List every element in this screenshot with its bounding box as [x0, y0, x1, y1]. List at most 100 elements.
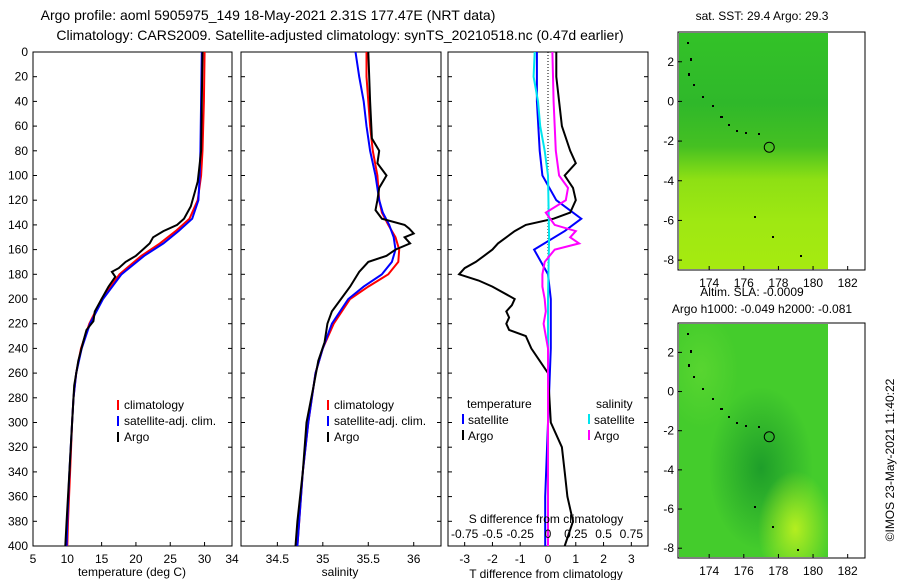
depth-tick-label: 340: [8, 465, 28, 479]
temperature-legend: climatology satellite-adj. clim. Argo: [117, 398, 216, 444]
legend-s-satellite: satellite: [594, 413, 635, 427]
salinity-x-axis: 34.5 35 35.5 36: [266, 542, 421, 566]
temperature-xlabel: temperature (deg C): [78, 565, 186, 579]
temperature-tick-label: 10: [61, 552, 75, 566]
difference-y-ticks: [448, 51, 648, 547]
legend-argo: Argo: [124, 430, 150, 444]
depth-tick-label: 200: [8, 292, 28, 306]
sst-map: sat. SST: 29.4 Argo: 29.3 2 0 -2 -4 -6 -8 174…: [663, 9, 866, 290]
s-difference-tick-label: -0.75: [451, 527, 479, 541]
legend-satellite: satellite-adj. clim.: [334, 414, 426, 428]
depth-axis: 0 20 40 60 80 100 120 140 160 180 200 220 240 260 280 3…: [8, 45, 232, 553]
t-difference-xlabel: T difference from climatology: [469, 567, 623, 580]
t-difference-tick-label: -2: [487, 552, 498, 566]
latitude-tick-label: 0: [667, 94, 674, 108]
difference-lines: [457, 52, 583, 546]
depth-tick-label: 0: [21, 45, 28, 59]
latitude-tick-label: 0: [667, 385, 674, 399]
sst-map-y-axis: 2 0 -2 -4 -6 -8: [663, 55, 682, 267]
depth-tick-label: 80: [15, 144, 29, 158]
s-difference-label: S difference from climatology: [469, 512, 624, 526]
longitude-tick-label: 180: [803, 276, 823, 290]
longitude-tick-label: 178: [768, 564, 788, 578]
temperature-axes: [32, 51, 233, 547]
depth-tick-label: 300: [8, 416, 28, 430]
difference-panel: -3 -2 -1 0 1 2 3 S difference from climatology…: [447, 51, 649, 580]
legend-climatology: climatology: [334, 398, 394, 412]
depth-tick-label: 320: [8, 440, 28, 454]
depth-tick-label: 400: [8, 539, 28, 553]
latitude-tick-label: -2: [663, 424, 674, 438]
salinity-tick-label: 35: [316, 552, 330, 566]
temperature-tick-label: 5: [30, 552, 37, 566]
depth-tick-label: 40: [15, 94, 29, 108]
salinity-xlabel: salinity: [322, 565, 359, 579]
salinity-y-ticks: [241, 51, 441, 547]
t-difference-tick-label: 2: [600, 552, 607, 566]
latitude-tick-label: -4: [663, 174, 674, 188]
s-difference-tick-label: -0.25: [507, 527, 535, 541]
coastline-dots: [687, 42, 802, 257]
temperature-tick-label: 20: [129, 552, 143, 566]
salinity-legend: climatology satellite-adj. clim. Argo: [327, 398, 426, 444]
legend-climatology: climatology: [124, 398, 184, 412]
latitude-tick-label: -8: [663, 253, 674, 267]
t-difference-tick-label: 1: [572, 552, 579, 566]
temperature-tick-label: 34: [225, 552, 239, 566]
longitude-tick-label: 182: [838, 564, 858, 578]
depth-tick-label: 20: [15, 70, 29, 84]
latitude-tick-label: 2: [667, 345, 674, 359]
t-difference-tick-label: 3: [628, 552, 635, 566]
sla-map: Altim. SLA: -0.0009 Argo h1000: -0.049 h…: [663, 285, 866, 578]
depth-tick-label: 140: [8, 218, 28, 232]
sla-map-title-2: Argo h1000: -0.049 h2000: -0.081: [672, 302, 852, 316]
s-difference-tick-labels: -0.75 -0.5 -0.25 0 0.25 0.5 0.75: [451, 527, 643, 541]
legend-salinity-title: salinity: [596, 397, 633, 411]
argo-position-marker: [763, 431, 775, 443]
salinity-tick-label: 35.5: [357, 552, 381, 566]
sla-map-x-axis: 174 176 178 180 182: [699, 554, 858, 578]
s-difference-tick-label: 0.25: [564, 527, 588, 541]
coastline-dots: [687, 333, 799, 551]
legend-s-argo: Argo: [594, 429, 620, 443]
argo-position-marker: [763, 141, 775, 153]
depth-tick-label: 100: [8, 169, 28, 183]
depth-tick-label: 260: [8, 366, 28, 380]
temperature-x-axis: 5 10 15 20 25 30 34: [30, 542, 239, 566]
depth-tick-label: 220: [8, 317, 28, 331]
depth-tick-label: 380: [8, 514, 28, 528]
sla-map-y-axis: 2 0 -2 -4 -6 -8: [663, 345, 682, 555]
depth-tick-label: 60: [15, 119, 29, 133]
sla-map-title-1: Altim. SLA: -0.0009: [700, 285, 804, 299]
longitude-tick-label: 182: [838, 276, 858, 290]
s-difference-tick-label: 0.75: [620, 527, 644, 541]
legend-t-satellite: satellite: [468, 413, 509, 427]
salinity-tick-label: 36: [407, 552, 421, 566]
temperature-tick-label: 15: [95, 552, 109, 566]
s-difference-tick-label: 0: [545, 527, 552, 541]
temperature-lines: [64, 52, 206, 546]
imos-timestamp: ©IMOS 23-May-2021 11:40:22: [883, 378, 897, 541]
longitude-tick-label: 174: [699, 276, 719, 290]
title-line-1: Argo profile: aoml 5905975_149 18-May-20…: [41, 7, 496, 23]
s-argo-difference-line: [541, 52, 582, 546]
temperature-argo-line: [64, 52, 204, 546]
latitude-tick-label: 2: [667, 55, 674, 69]
legend-t-argo: Argo: [468, 429, 494, 443]
longitude-tick-label: 178: [768, 276, 788, 290]
legend-temperature-title: temperature: [467, 397, 532, 411]
longitude-tick-label: 176: [734, 276, 754, 290]
salinity-panel: 34.5 35 35.5 36 salinity climatology satell…: [240, 51, 442, 579]
latitude-tick-label: -2: [663, 134, 674, 148]
salinity-lines: [294, 52, 416, 546]
latitude-tick-label: -6: [663, 213, 674, 227]
longitude-tick-label: 174: [699, 564, 719, 578]
sst-map-x-axis: 174 176 178 180 182: [699, 266, 858, 290]
s-difference-tick-label: -0.5: [482, 527, 503, 541]
depth-tick-label: 160: [8, 243, 28, 257]
salinity-tick-label: 34.5: [266, 552, 290, 566]
s-difference-tick-label: 0.5: [595, 527, 612, 541]
salinity-argo-line: [294, 52, 416, 546]
temperature-panel: 0 20 40 60 80 100 120 140 160 180 200 220 240 260 280 3…: [8, 45, 239, 579]
t-difference-tick-label: 0: [545, 552, 552, 566]
